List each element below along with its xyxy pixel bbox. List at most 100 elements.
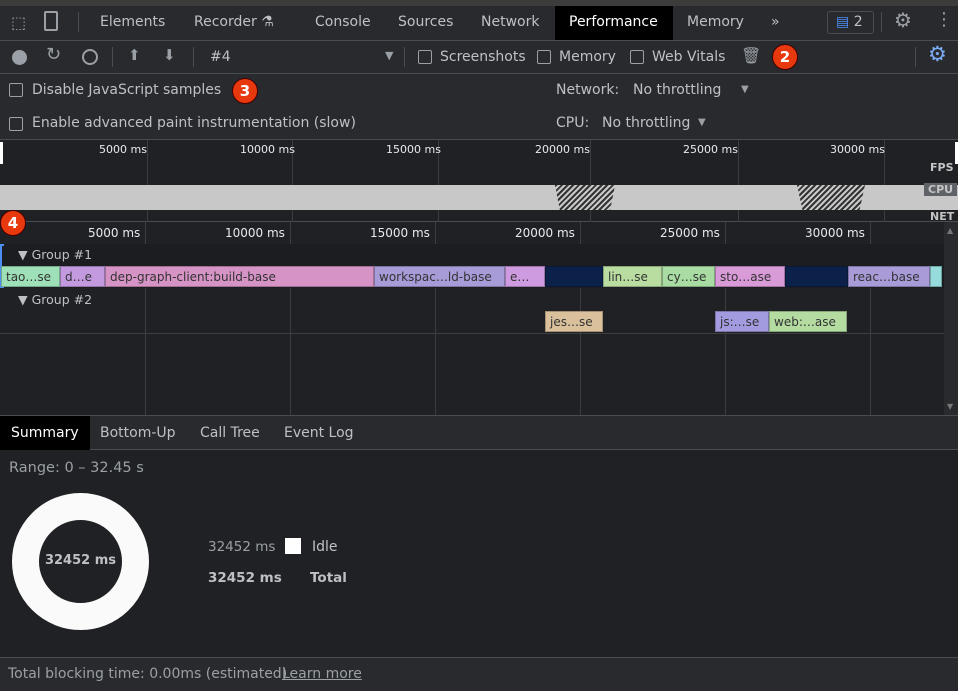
tab-call-tree[interactable]: Call Tree	[200, 425, 260, 441]
tab-elements[interactable]: Elements	[100, 14, 166, 30]
tab-network[interactable]: Network	[481, 14, 540, 30]
idle-swatch	[285, 538, 301, 554]
overview-tick: 30000 ms	[830, 143, 885, 156]
gridline	[438, 140, 439, 222]
flame-bar[interactable]: sto…ase	[715, 266, 785, 287]
capture-settings-gear-icon[interactable]: ⚙	[928, 42, 947, 66]
flame-bar[interactable]: reac…base	[848, 266, 930, 287]
donut-center-value: 32452 ms	[44, 553, 117, 568]
screenshots-checkbox[interactable]	[418, 50, 432, 64]
flame-tick: 25000 ms	[660, 226, 720, 240]
disable-js-samples-label: Disable JavaScript samples	[32, 82, 222, 98]
flame-tick: 30000 ms	[805, 226, 865, 240]
memory-label: Memory	[559, 49, 616, 65]
cpu-hatched-region	[555, 185, 615, 210]
devtools-tab-bar: ⬚ Elements Recorder ⚗ Console Sources Ne…	[0, 0, 958, 41]
flame-bar[interactable]	[785, 266, 848, 287]
save-profile-icon[interactable]: ⬇	[163, 46, 176, 64]
group-1-header[interactable]: ▼ Group #1	[18, 247, 92, 262]
tab-performance[interactable]: Performance	[555, 6, 673, 40]
group-2-header[interactable]: ▼ Group #2	[18, 292, 92, 307]
total-value: 32452 ms	[208, 570, 282, 586]
divider	[881, 12, 882, 32]
overview-left-handle[interactable]	[0, 142, 3, 164]
flame-tick: 10000 ms	[225, 226, 285, 240]
flame-bar[interactable]: jes…se	[545, 311, 603, 332]
overview-tick: 5000 ms	[99, 143, 147, 156]
total-label: Total	[310, 570, 347, 586]
tab-recorder[interactable]: Recorder ⚗	[180, 6, 288, 40]
flame-scrollbar[interactable]: ▲ ▼	[944, 222, 958, 415]
flame-tick: 20000 ms	[515, 226, 575, 240]
advanced-paint-checkbox[interactable]	[9, 117, 23, 131]
gridline	[884, 140, 885, 222]
screenshots-label: Screenshots	[440, 49, 526, 65]
flame-bar[interactable]	[545, 266, 603, 287]
tab-sources[interactable]: Sources	[398, 14, 454, 30]
gridline	[738, 140, 739, 222]
details-tab-bar: Summary Bottom-Up Call Tree Event Log	[0, 415, 958, 450]
flame-bar[interactable]	[930, 266, 942, 287]
flame-bar[interactable]: workspac…ld-base	[374, 266, 505, 287]
tab-summary[interactable]: Summary	[0, 416, 90, 450]
flame-bar[interactable]: tao…se	[1, 266, 60, 287]
overview-tick: 25000 ms	[683, 143, 738, 156]
overview-tick: 15000 ms	[386, 143, 441, 156]
divider	[193, 47, 194, 67]
network-throttle-select[interactable]: No throttling ▼	[625, 78, 755, 102]
divider	[78, 12, 79, 32]
record-icon[interactable]	[12, 50, 27, 65]
expand-triangle-icon: ▼	[18, 247, 28, 262]
scroll-down-icon[interactable]: ▼	[947, 402, 954, 411]
tab-bottom-up[interactable]: Bottom-Up	[100, 425, 176, 441]
range-text: Range: 0 – 32.45 s	[9, 460, 144, 476]
flame-bar[interactable]: d…e	[60, 266, 105, 287]
clear-icon[interactable]	[82, 49, 98, 65]
flame-chart[interactable]: 5000 ms 10000 ms 15000 ms 20000 ms 25000…	[0, 222, 944, 415]
cpu-throttle-label: CPU:	[556, 115, 590, 131]
reload-icon[interactable]: ↻	[46, 44, 62, 65]
inspect-element-icon[interactable]: ⬚	[11, 13, 27, 32]
device-toolbar-icon[interactable]	[44, 11, 58, 31]
web-vitals-checkbox[interactable]	[630, 50, 644, 64]
timeline-overview[interactable]: 5000 ms 10000 ms 15000 ms 20000 ms 25000…	[0, 140, 958, 223]
cpu-lane-label: CPU	[924, 183, 958, 196]
flame-bar[interactable]: lin…se	[603, 266, 662, 287]
disable-js-samples-checkbox[interactable]	[9, 83, 23, 97]
annotation-marker: 2	[772, 44, 798, 70]
flame-bar[interactable]: js:…se	[715, 311, 769, 332]
divider	[112, 47, 113, 67]
capture-settings-pane: Disable JavaScript samples Enable advanc…	[0, 74, 958, 140]
more-tabs-button[interactable]: »	[771, 14, 780, 30]
flame-bar[interactable]: e…	[505, 266, 545, 287]
cpu-throttle-select[interactable]: No throttling ▼	[596, 111, 716, 135]
message-icon: ▤	[836, 14, 850, 30]
footer-bar: Total blocking time: 0.00ms (estimated) …	[0, 657, 958, 691]
divider	[404, 47, 405, 67]
flame-bar[interactable]: cy…se	[662, 266, 715, 287]
load-profile-icon[interactable]: ⬆	[128, 46, 141, 64]
trash-icon[interactable]: 🗑	[741, 46, 762, 65]
settings-gear-icon[interactable]: ⚙	[894, 8, 912, 32]
scroll-up-icon[interactable]: ▲	[947, 226, 954, 235]
tab-memory[interactable]: Memory	[687, 14, 744, 30]
divider	[0, 333, 944, 334]
gridline	[292, 140, 293, 222]
network-throttle-value: No throttling	[633, 82, 722, 98]
chevron-down-icon: ▼	[385, 49, 394, 62]
issues-button[interactable]: ▤ 2	[827, 11, 874, 34]
gridline	[290, 222, 291, 415]
memory-checkbox[interactable]	[537, 50, 551, 64]
tab-console[interactable]: Console	[315, 14, 371, 30]
overview-right-handle[interactable]	[955, 142, 958, 164]
tab-event-log[interactable]: Event Log	[284, 425, 354, 441]
web-vitals-label: Web Vitals	[652, 49, 726, 65]
more-options-icon[interactable]: ⋮	[935, 9, 953, 30]
recording-select[interactable]: #4 ▼	[200, 41, 400, 73]
flame-bar[interactable]: web:…ase	[769, 311, 847, 332]
learn-more-link[interactable]: Learn more	[282, 666, 362, 682]
net-lane-label: NET	[930, 210, 955, 223]
flame-tick: 15000 ms	[370, 226, 430, 240]
cpu-throttle-value: No throttling	[602, 115, 691, 131]
flame-bar[interactable]: dep-graph-client:build-base	[105, 266, 374, 287]
